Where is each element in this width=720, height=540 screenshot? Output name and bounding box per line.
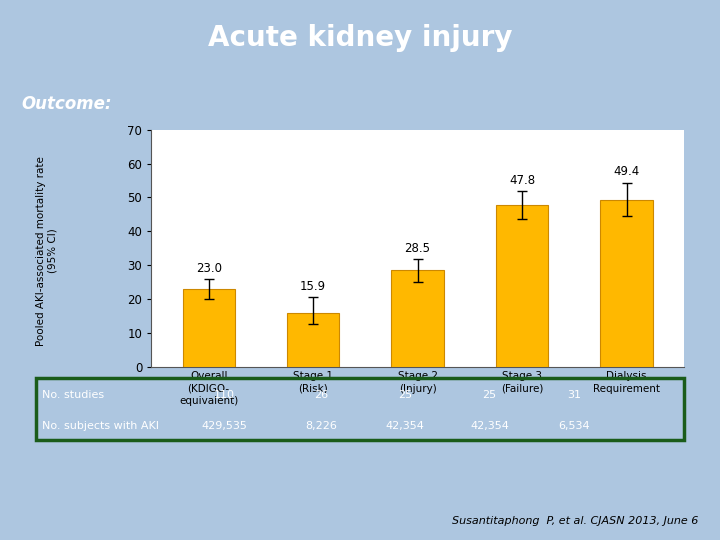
Text: Outcome:: Outcome: — [22, 95, 112, 113]
Text: 110: 110 — [213, 390, 235, 400]
Text: Pooled AKI-associated mortality rate
(95% CI): Pooled AKI-associated mortality rate (95… — [36, 156, 58, 346]
Text: 8,226: 8,226 — [305, 421, 337, 431]
Bar — [183, 289, 235, 367]
Text: 49.4: 49.4 — [613, 165, 639, 179]
Bar — [496, 205, 548, 367]
Text: 31: 31 — [567, 390, 581, 400]
Text: Acute kidney injury: Acute kidney injury — [208, 24, 512, 52]
Bar — [600, 199, 652, 367]
Text: 26: 26 — [314, 390, 328, 400]
Text: Susantitaphong  P, et al. CJASN 2013, June 6: Susantitaphong P, et al. CJASN 2013, Jun… — [452, 516, 698, 526]
Text: 15.9: 15.9 — [300, 280, 326, 293]
Text: No. subjects with AKI: No. subjects with AKI — [42, 421, 160, 431]
Text: 42,354: 42,354 — [470, 421, 509, 431]
Text: 42,354: 42,354 — [386, 421, 425, 431]
Text: No. studies: No. studies — [42, 390, 104, 400]
Text: 429,535: 429,535 — [201, 421, 247, 431]
Text: 23.0: 23.0 — [196, 262, 222, 275]
Bar — [392, 271, 444, 367]
Text: 6,534: 6,534 — [558, 421, 590, 431]
Text: 25: 25 — [482, 390, 497, 400]
Text: 25: 25 — [398, 390, 413, 400]
Text: 47.8: 47.8 — [509, 174, 535, 187]
Text: 28.5: 28.5 — [405, 241, 431, 254]
Bar — [287, 313, 339, 367]
